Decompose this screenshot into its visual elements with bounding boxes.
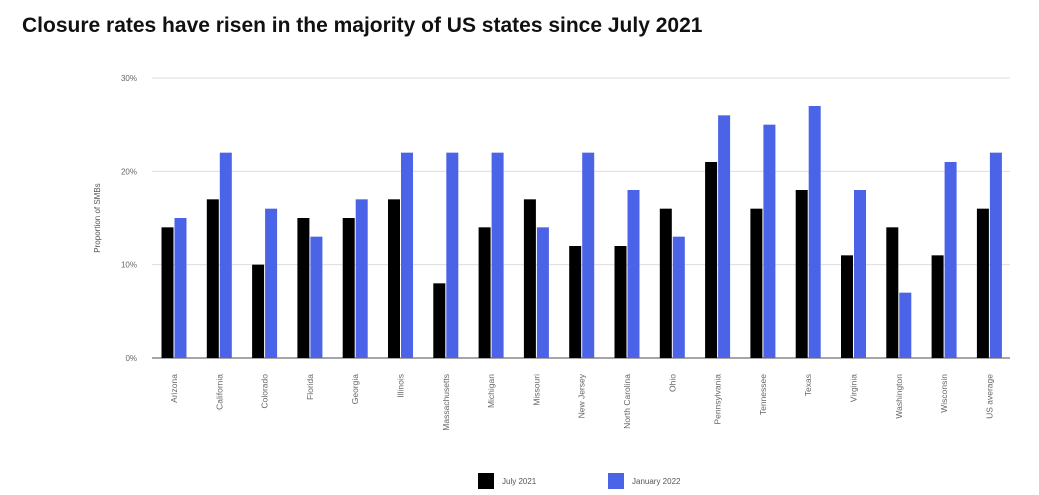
bar-january-2022: [582, 152, 595, 358]
bar-january-2022: [672, 236, 685, 358]
bar-july-2021: [976, 208, 989, 358]
legend-label: January 2022: [632, 477, 681, 486]
bar-july-2021: [750, 208, 763, 358]
x-tick-label: Wisconsin: [939, 374, 949, 413]
bar-july-2021: [297, 218, 310, 358]
y-tick-label: 30%: [121, 74, 137, 83]
bar-january-2022: [536, 227, 549, 358]
bar-january-2022: [718, 115, 731, 358]
bar-january-2022: [627, 190, 640, 358]
bar-january-2022: [491, 152, 504, 358]
bar-july-2021: [569, 246, 582, 358]
x-tick-label: Colorado: [260, 374, 270, 409]
bar-january-2022: [763, 124, 776, 359]
bar-july-2021: [388, 199, 400, 358]
bar-july-2021: [795, 190, 808, 358]
x-tick-label: Ohio: [667, 374, 677, 392]
y-axis-label: Proportion of SMBs: [93, 183, 102, 252]
bar-january-2022: [944, 162, 957, 358]
x-tick-label: Pennsylvania: [713, 374, 723, 425]
x-tick-label: Illinois: [396, 374, 406, 398]
legend-label: July 2021: [502, 477, 537, 486]
legend-swatch: [608, 473, 624, 489]
x-tick-label: Florida: [305, 374, 315, 400]
bar-january-2022: [808, 106, 821, 358]
bar-july-2021: [841, 255, 853, 358]
x-tick-label: Massachusetts: [441, 374, 451, 431]
bar-january-2022: [446, 152, 459, 358]
y-tick-label: 10%: [121, 261, 137, 270]
bar-july-2021: [659, 208, 672, 358]
bar-january-2022: [854, 190, 866, 358]
bar-july-2021: [886, 227, 899, 358]
bar-july-2021: [478, 227, 491, 358]
bar-january-2022: [219, 152, 232, 358]
x-tick-label: Washington: [894, 374, 904, 419]
bar-july-2021: [161, 227, 174, 358]
bar-july-2021: [705, 162, 718, 358]
x-tick-label: Missouri: [531, 374, 541, 406]
x-tick-label: California: [214, 374, 224, 410]
bar-january-2022: [989, 152, 1002, 358]
bar-january-2022: [174, 218, 187, 358]
chart-title: Closure rates have risen in the majority…: [22, 14, 703, 37]
x-tick-label: New Jersey: [577, 373, 587, 418]
x-tick-label: North Carolina: [622, 374, 632, 429]
y-tick-label: 0%: [125, 354, 137, 363]
bar-july-2021: [433, 283, 446, 358]
bar-july-2021: [931, 255, 944, 358]
bar-january-2022: [310, 236, 323, 358]
bar-july-2021: [342, 218, 355, 358]
bar-july-2021: [523, 199, 536, 358]
x-tick-label: Tennessee: [758, 374, 768, 415]
x-tick-label: Texas: [803, 374, 813, 396]
bar-july-2021: [252, 264, 265, 358]
bar-july-2021: [206, 199, 219, 358]
x-tick-label: Michigan: [486, 374, 496, 408]
x-tick-label: US average: [984, 374, 994, 419]
bar-january-2022: [899, 292, 912, 358]
bar-july-2021: [614, 246, 627, 358]
x-tick-label: Virginia: [849, 374, 859, 402]
bar-january-2022: [265, 208, 278, 358]
x-tick-label: Georgia: [350, 374, 360, 405]
y-tick-label: 20%: [121, 167, 137, 176]
legend-swatch: [478, 473, 494, 489]
bar-january-2022: [355, 199, 368, 358]
x-tick-label: Arizona: [169, 374, 179, 403]
bar-january-2022: [401, 152, 413, 358]
